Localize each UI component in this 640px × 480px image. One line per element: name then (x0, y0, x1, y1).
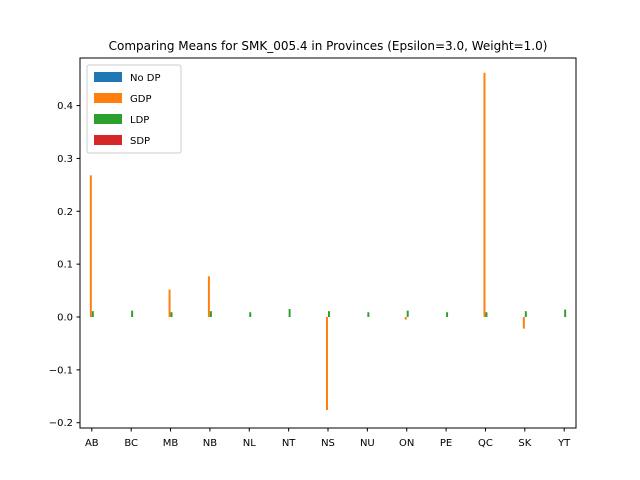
bar-ldp-ab (91, 311, 94, 317)
x-tick-label-bc: BC (124, 438, 138, 449)
x-tick-label-nt: NT (282, 438, 296, 449)
bar-gdp-qc (483, 72, 486, 317)
y-tick-label: −0.1 (49, 365, 73, 376)
x-tick-label-nu: NU (360, 438, 375, 449)
x-tick-label-nl: NL (243, 438, 256, 449)
y-tick-label: 0.2 (57, 207, 73, 218)
bar-gdp-on (404, 317, 407, 320)
bar-ldp-nb (209, 311, 212, 317)
bar-ldp-pe (446, 312, 449, 317)
y-tick-label: 0.0 (57, 313, 73, 324)
chart-title: Comparing Means for SMK_005.4 in Provinc… (109, 39, 548, 53)
bar-ldp-qc (485, 312, 488, 317)
bar-ldp-mb (170, 312, 173, 317)
plot-frame (79, 57, 577, 429)
bar-gdp-sk (522, 317, 525, 329)
legend-swatch-sdp (94, 135, 122, 145)
legend-swatch-gdp (94, 93, 122, 103)
x-tick-label-pe: PE (440, 438, 452, 449)
bar-gdp-ab (89, 175, 92, 317)
legend-label-no-dp: No DP (130, 73, 161, 84)
bar-gdp-mb (168, 289, 171, 317)
legend-frame (86, 64, 182, 154)
x-axis: AB BC MB NB NL NT NS NU ON PE QC SK YT (85, 428, 571, 449)
y-axis: −0.2 −0.1 0.0 0.1 0.2 0.3 0.4 (49, 101, 80, 429)
y-tick-label: 0.4 (57, 101, 73, 112)
bar-ldp-on (406, 310, 409, 317)
bar-ldp-nl (249, 312, 252, 317)
bar-ldp-nt (288, 309, 291, 317)
legend-swatch-no-dp (94, 72, 122, 82)
x-tick-label-nb: NB (203, 438, 217, 449)
x-tick-label-yt: YT (557, 438, 571, 449)
legend-label-sdp: SDP (130, 136, 150, 147)
legend-label-gdp: GDP (130, 94, 151, 105)
x-tick-label-ns: NS (321, 438, 335, 449)
bar-gdp-nb (207, 276, 210, 317)
bar-ldp-ns (328, 311, 330, 317)
y-tick-label: −0.2 (49, 418, 73, 429)
y-tick-label: 0.1 (57, 260, 73, 271)
bar-ldp-nu (367, 312, 370, 317)
bar-ldp-sk (524, 311, 527, 317)
bar-ldp-yt (564, 309, 567, 317)
legend-swatch-ldp (94, 114, 122, 124)
bar-gdp-ns (326, 317, 328, 411)
x-tick-label-qc: QC (478, 438, 493, 449)
legend: No DP GDP LDP SDP (86, 64, 182, 154)
x-tick-label-on: ON (399, 438, 414, 449)
x-tick-label-sk: SK (518, 438, 531, 449)
legend-label-ldp: LDP (130, 115, 149, 126)
x-tick-label-mb: MB (163, 438, 179, 449)
x-tick-label-ab: AB (85, 438, 99, 449)
y-tick-label: 0.3 (57, 154, 73, 165)
bar-ldp-bc (131, 310, 134, 317)
bars-group (89, 72, 567, 411)
